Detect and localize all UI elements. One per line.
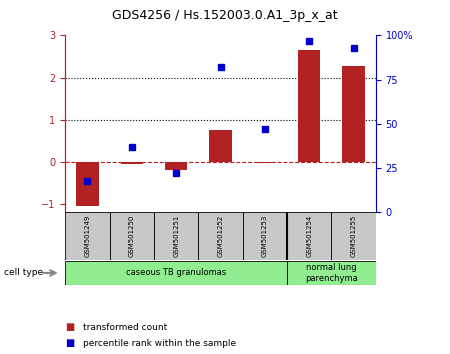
- Bar: [165, 162, 187, 170]
- Bar: [76, 162, 99, 206]
- Text: normal lung
parenchyma: normal lung parenchyma: [305, 263, 358, 282]
- Bar: [287, 261, 376, 285]
- Text: GSM501253: GSM501253: [262, 215, 268, 257]
- Bar: [110, 212, 154, 260]
- Text: GSM501255: GSM501255: [351, 215, 356, 257]
- Bar: [154, 212, 198, 260]
- Bar: [198, 212, 243, 260]
- Text: caseous TB granulomas: caseous TB granulomas: [126, 268, 226, 278]
- Text: cell type: cell type: [4, 268, 44, 278]
- Text: ■: ■: [65, 338, 75, 348]
- Text: GSM501251: GSM501251: [173, 215, 179, 257]
- Text: GDS4256 / Hs.152003.0.A1_3p_x_at: GDS4256 / Hs.152003.0.A1_3p_x_at: [112, 9, 338, 22]
- Bar: [65, 212, 110, 260]
- Bar: [65, 261, 287, 285]
- Bar: [209, 130, 232, 162]
- Text: GSM501254: GSM501254: [306, 215, 312, 257]
- Text: transformed count: transformed count: [83, 323, 167, 332]
- Text: GSM501250: GSM501250: [129, 215, 135, 257]
- Bar: [243, 212, 287, 260]
- Bar: [342, 66, 364, 162]
- Text: percentile rank within the sample: percentile rank within the sample: [83, 339, 236, 348]
- Bar: [121, 162, 143, 164]
- Bar: [287, 212, 331, 260]
- Bar: [298, 50, 320, 162]
- Text: ■: ■: [65, 322, 75, 332]
- Bar: [254, 162, 276, 163]
- Bar: [331, 212, 376, 260]
- Text: GSM501249: GSM501249: [85, 215, 90, 257]
- Text: GSM501252: GSM501252: [217, 215, 224, 257]
